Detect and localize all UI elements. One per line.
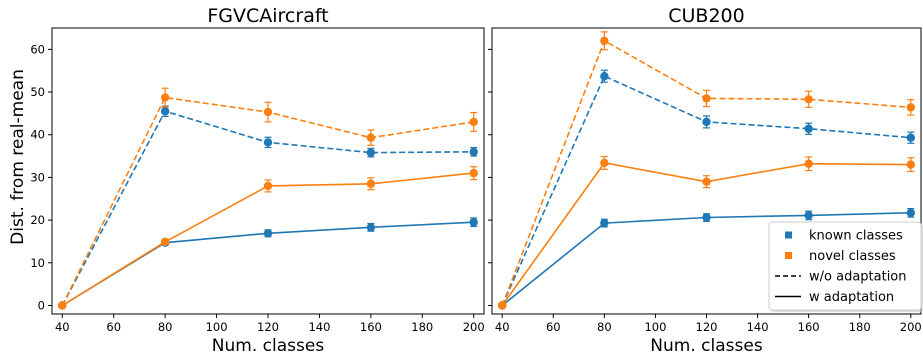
- legend-entry: w adaptation: [775, 290, 894, 305]
- chart-panel-1: FGVCAircraft 40 60 80 100 120 140 160 180 200 0 10 2…: [30, 5, 484, 355]
- panel-title: CUB200: [668, 5, 744, 27]
- data-point: [366, 148, 376, 157]
- data-point: [600, 218, 609, 228]
- x-tick-label: 100: [644, 320, 666, 334]
- data-point: [366, 179, 376, 189]
- panels: FGVCAircraft 40 60 80 100 120 140 160 180 200 0 10 2…: [30, 5, 921, 355]
- data-point: [804, 95, 813, 104]
- data-point: [804, 159, 813, 168]
- legend-box: [768, 221, 922, 311]
- data-point: [702, 213, 711, 222]
- x-tick-label: 200: [900, 320, 922, 334]
- data-point: [263, 229, 273, 238]
- legend-marker: [785, 252, 792, 259]
- legend-entry: novel classes: [785, 249, 896, 264]
- legend-entry: w/o adaptation: [775, 270, 907, 285]
- y-axis-label: Dist. from real-mean: [8, 69, 28, 245]
- x-tick-label: 120: [257, 320, 279, 334]
- data-point: [600, 158, 609, 168]
- x-tick-label: 160: [360, 320, 382, 334]
- legend-entry: known classes: [785, 229, 903, 244]
- data-point: [160, 237, 170, 247]
- series-known-solid: [498, 207, 915, 310]
- data-point: [263, 107, 273, 117]
- data-point: [906, 103, 915, 112]
- series-line: [61, 172, 474, 307]
- x-tick-label: 60: [106, 320, 121, 334]
- legend-label: w/o adaptation: [809, 270, 907, 285]
- x-tick-label: 200: [463, 320, 485, 334]
- data-point: [469, 218, 478, 227]
- data-point: [600, 72, 609, 81]
- x-axis-label: Num. classes: [212, 336, 325, 355]
- data-point: [600, 36, 609, 46]
- x-tick-label: 80: [158, 320, 173, 334]
- x-tick-label: 120: [696, 320, 718, 334]
- series-known-dashed: [58, 105, 478, 310]
- data-point: [263, 181, 273, 191]
- x-tick-label: 140: [308, 320, 330, 334]
- data-point: [906, 208, 915, 218]
- series-novel-dashed: [58, 87, 478, 310]
- data-point: [469, 147, 478, 156]
- y-tick-label: 10: [30, 256, 45, 270]
- data-point: [702, 177, 711, 186]
- series-novel-solid: [58, 166, 478, 310]
- series-line: [61, 96, 474, 306]
- data-point: [906, 133, 915, 142]
- x-tick-label: 180: [411, 320, 433, 334]
- legend-label: known classes: [809, 229, 903, 244]
- x-tick-label: 180: [849, 320, 871, 334]
- panel-title: FGVCAircraft: [207, 5, 328, 27]
- x-tick-label: 40: [55, 320, 70, 334]
- data-point: [804, 124, 813, 133]
- data-point: [702, 94, 711, 103]
- legend: known classes novel classes w/o adaptation…: [768, 221, 923, 312]
- series-novel-solid: [498, 155, 915, 310]
- y-tick-label: 20: [30, 213, 45, 227]
- data-point: [804, 211, 813, 220]
- data-point: [469, 117, 478, 127]
- series-known-solid: [58, 217, 478, 310]
- chart-panel-2: CUB200 40 60 80 100 120 140 160 180 200 Num. class…: [488, 5, 922, 355]
- y-tick-label: 30: [30, 170, 45, 184]
- x-tick-label: 60: [546, 320, 561, 334]
- legend-label: novel classes: [809, 249, 896, 264]
- data-point: [906, 160, 915, 169]
- data-point: [366, 133, 376, 142]
- y-tick-label: 40: [30, 128, 45, 142]
- y-tick-label: 0: [38, 298, 45, 312]
- y-tick-label: 60: [30, 42, 45, 56]
- series-known-dashed: [498, 69, 915, 310]
- data-point: [160, 107, 170, 116]
- data-point: [469, 168, 478, 178]
- data-point: [702, 117, 711, 127]
- data-point: [263, 138, 273, 147]
- x-tick-label: 100: [206, 320, 228, 334]
- data-point: [58, 301, 67, 310]
- x-axis-label: Num. classes: [650, 336, 763, 355]
- y-tick-label: 50: [30, 85, 45, 99]
- data-point: [366, 223, 376, 232]
- x-tick-label: 40: [495, 320, 510, 334]
- x-tick-label: 140: [747, 320, 769, 334]
- legend-marker: [785, 231, 792, 239]
- data-point: [160, 93, 170, 102]
- legend-label: w adaptation: [809, 290, 894, 305]
- x-tick-label: 160: [798, 320, 820, 334]
- x-tick-label: 80: [597, 320, 612, 334]
- data-point: [498, 301, 507, 310]
